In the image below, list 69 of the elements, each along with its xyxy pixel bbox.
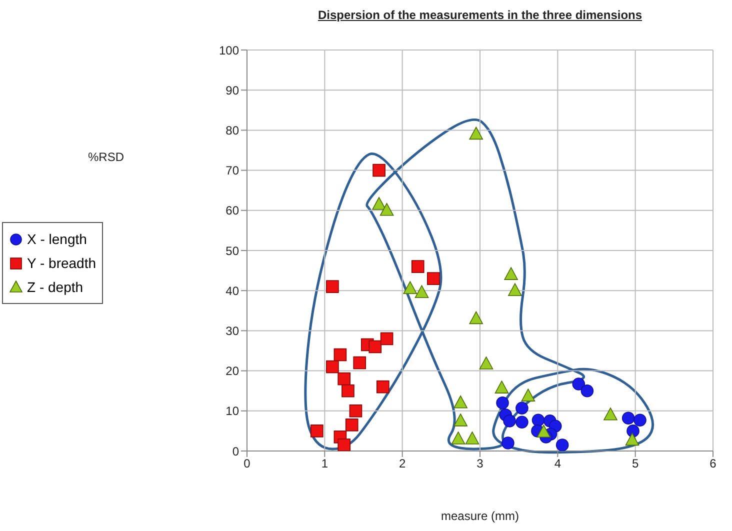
point — [349, 404, 362, 418]
x-tick-label: 3 — [476, 456, 484, 471]
legend-label: Z - depth — [27, 278, 84, 297]
x-tick-label: 2 — [398, 456, 406, 471]
point — [502, 436, 514, 450]
point — [625, 432, 640, 446]
y-tick-label: 30 — [226, 324, 240, 338]
point — [622, 412, 635, 425]
y-tick-label: 10 — [226, 404, 240, 418]
point — [508, 283, 522, 296]
y-tick-label: 100 — [218, 43, 240, 58]
x-tick-label: 0 — [244, 456, 251, 471]
x-tick-label: 5 — [632, 456, 639, 471]
point — [376, 380, 390, 394]
point — [451, 432, 466, 444]
point — [372, 196, 386, 210]
point — [469, 126, 484, 140]
point — [634, 414, 646, 427]
point — [353, 356, 366, 370]
point — [504, 267, 518, 280]
y-tick-label: 40 — [226, 284, 240, 298]
point — [310, 424, 324, 438]
point — [469, 311, 484, 324]
point — [454, 414, 468, 426]
chart-title: Dispersion of the measurements in the three dimensions — [316, 8, 644, 22]
y-tick-label: 0 — [232, 444, 240, 458]
x-axis-title: measure (mm) — [440, 509, 520, 523]
point — [411, 260, 424, 273]
point — [403, 281, 417, 294]
legend-label: X - length — [27, 230, 87, 249]
point — [380, 332, 394, 346]
point — [338, 372, 350, 386]
point — [454, 395, 468, 408]
x-tick-label: 6 — [710, 456, 717, 471]
point — [532, 414, 545, 427]
point — [380, 203, 394, 216]
point — [334, 348, 347, 362]
point — [496, 396, 509, 410]
y-tick-label: 50 — [226, 244, 240, 258]
y-tick-label: 70 — [226, 164, 240, 178]
y-tick-label: 80 — [226, 123, 240, 138]
legend-label: Y - breadth — [27, 254, 96, 273]
point — [372, 164, 386, 177]
point — [414, 285, 429, 298]
point — [479, 356, 494, 370]
point — [326, 280, 339, 293]
y-tick-label: 90 — [226, 83, 240, 98]
point — [536, 424, 551, 438]
point — [604, 408, 618, 420]
point — [556, 438, 569, 451]
point — [516, 416, 528, 429]
y-tick-label: 60 — [226, 204, 240, 218]
text: %RSD — [88, 150, 124, 164]
point — [338, 438, 350, 451]
point — [345, 418, 358, 432]
point — [503, 414, 516, 428]
point — [326, 360, 339, 374]
point — [494, 380, 509, 394]
point — [521, 388, 536, 402]
point — [342, 384, 354, 398]
point — [368, 340, 382, 354]
point — [516, 402, 528, 414]
y-tick-label: 20 — [226, 364, 240, 378]
point — [427, 272, 440, 285]
point — [572, 378, 586, 390]
point — [465, 432, 480, 444]
x-tick-label: 4 — [554, 456, 562, 471]
point — [580, 384, 594, 398]
x-tick-label: 1 — [321, 456, 328, 471]
